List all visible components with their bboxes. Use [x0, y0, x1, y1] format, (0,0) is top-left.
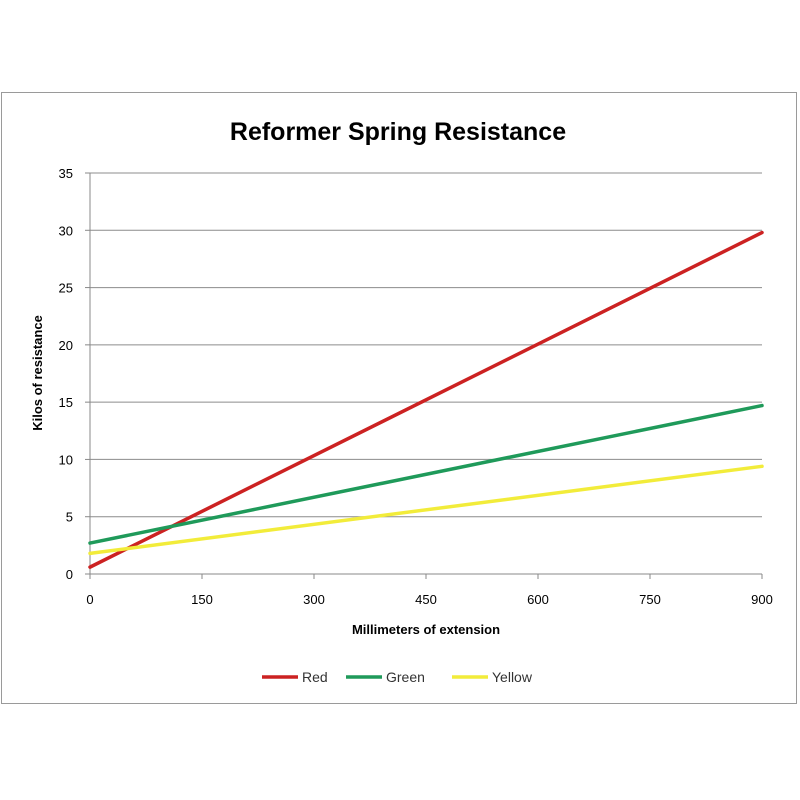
x-tick-label: 900	[751, 592, 773, 607]
x-tick-label: 600	[527, 592, 549, 607]
y-axis-title: Kilos of resistance	[30, 315, 45, 431]
x-tick-label: 750	[639, 592, 661, 607]
legend-label-yellow: Yellow	[492, 669, 533, 685]
chart-title: Reformer Spring Resistance	[230, 118, 566, 146]
x-tick-label: 450	[415, 592, 437, 607]
y-tick-labels: 0 5 10 15 20 25 30 35	[59, 166, 73, 582]
x-tick-label: 150	[191, 592, 213, 607]
y-tick-label: 35	[59, 166, 73, 181]
y-tick-label: 20	[59, 338, 73, 353]
x-axis-title: Millimeters of extension	[352, 622, 500, 637]
y-tick-label: 25	[59, 281, 73, 296]
y-tick-label: 5	[66, 510, 73, 525]
axes	[89, 173, 762, 575]
series-lines	[88, 230, 764, 569]
legend-label-red: Red	[302, 669, 328, 685]
grid	[85, 172, 763, 579]
series-line-yellow	[88, 464, 764, 556]
chart-frame	[1, 92, 797, 704]
y-tick-label: 10	[59, 452, 73, 467]
y-tick-label: 15	[59, 395, 73, 410]
legend-label-green: Green	[386, 669, 425, 685]
y-tick-label: 30	[59, 223, 73, 238]
y-tick-label: 0	[66, 567, 73, 582]
x-tick-label: 300	[303, 592, 325, 607]
legend: Red Green Yellow	[262, 669, 533, 685]
series-line-red	[88, 230, 764, 569]
x-tick-label: 0	[86, 592, 93, 607]
x-tick-labels: 0 150 300 450 600 750 900	[86, 592, 772, 607]
series-line-green	[88, 403, 764, 545]
